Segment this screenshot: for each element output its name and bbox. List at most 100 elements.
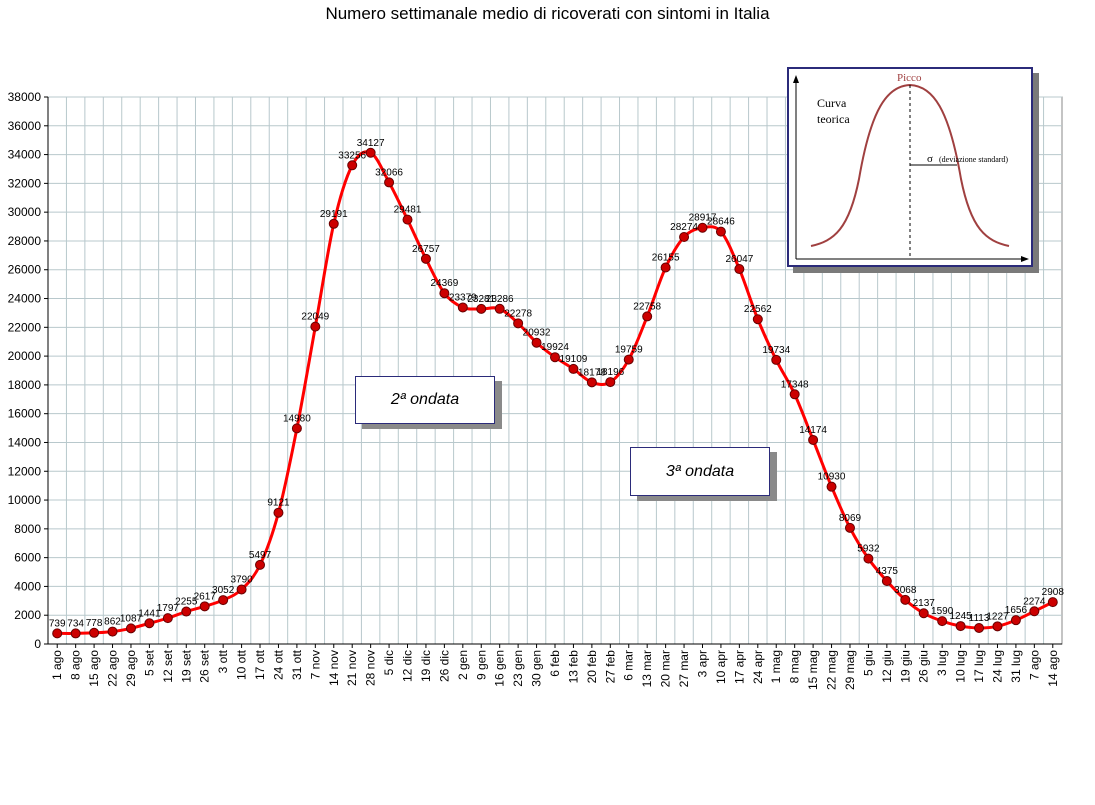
x-tick-label: 3 lug xyxy=(935,650,949,676)
data-label: 2255 xyxy=(175,597,198,608)
y-tick-label: 14000 xyxy=(8,435,42,449)
sigma-symbol: σ xyxy=(927,153,933,165)
x-tick-label: 27 mar xyxy=(677,650,691,687)
x-tick-label: 27 feb xyxy=(603,650,617,684)
x-tick-label: 20 feb xyxy=(585,650,599,684)
data-point xyxy=(236,584,247,595)
x-tick-label: 22 ago xyxy=(106,650,120,687)
y-tick-label: 38000 xyxy=(8,90,42,104)
data-point xyxy=(863,553,874,564)
y-tick-label: 0 xyxy=(34,637,41,651)
data-point xyxy=(679,232,690,243)
x-tick-label: 12 set xyxy=(161,649,175,682)
x-tick-label: 8 ago xyxy=(69,650,83,680)
data-point xyxy=(365,147,376,158)
data-label: 2617 xyxy=(194,591,217,602)
x-tick-label: 17 lug xyxy=(972,650,986,683)
data-point xyxy=(199,601,210,612)
data-point xyxy=(568,363,579,374)
x-tick-label: 13 mar xyxy=(640,650,654,687)
data-point xyxy=(125,623,136,634)
data-label: 34127 xyxy=(357,138,385,149)
wave3-annotation: 3ª ondata xyxy=(630,447,770,496)
data-label: 1087 xyxy=(120,613,143,624)
data-label: 1227 xyxy=(986,611,1009,622)
data-point xyxy=(494,303,505,314)
data-label: 22278 xyxy=(504,308,532,319)
data-point xyxy=(752,314,763,325)
x-tick-label: 16 gen xyxy=(493,650,507,687)
y-tick-label: 24000 xyxy=(8,292,42,306)
wave2-label: 2ª ondata xyxy=(390,391,460,408)
data-point xyxy=(623,354,634,365)
y-tick-label: 22000 xyxy=(8,320,42,334)
data-label: 24369 xyxy=(430,278,458,289)
x-tick-label: 10 lug xyxy=(954,650,968,683)
data-point xyxy=(70,628,81,639)
x-tick-label: 3 apr xyxy=(695,650,709,677)
x-axis: 1 ago 8 ago 15 ago 22 ago 29 ago 5 set 12 set 1… xyxy=(48,643,1062,690)
chart-title: Numero settimanale medio di ricoverati c… xyxy=(325,4,770,23)
data-label: 28646 xyxy=(707,217,735,228)
x-tick-label: 2 gen xyxy=(456,650,470,680)
curve-label-line1: Curva xyxy=(817,96,847,110)
data-point xyxy=(273,507,284,518)
x-tick-label: 9 gen xyxy=(474,650,488,680)
data-label: 32066 xyxy=(375,167,403,178)
data-label: 23379 xyxy=(449,292,477,303)
x-tick-label: 12 giu xyxy=(880,650,894,683)
curve-label-line2: teorica xyxy=(817,112,850,126)
inset-y-arrow xyxy=(793,75,799,83)
data-point xyxy=(992,621,1003,632)
data-point xyxy=(715,226,726,237)
data-point xyxy=(439,288,450,299)
x-tick-label: 10 ott xyxy=(235,649,249,680)
x-tick-label: 15 ago xyxy=(87,650,101,687)
x-tick-label: 15 mag xyxy=(806,650,820,690)
data-point xyxy=(789,389,800,400)
x-tick-label: 1 ago xyxy=(50,650,64,680)
data-label: 26155 xyxy=(652,253,680,264)
data-label: 10930 xyxy=(818,472,846,483)
data-label: 2137 xyxy=(913,598,936,609)
data-point xyxy=(937,616,948,627)
x-tick-label: 3 ott xyxy=(216,649,230,673)
x-tick-label: 5 giu xyxy=(861,650,875,676)
data-label: 1797 xyxy=(157,603,180,614)
data-point xyxy=(697,222,708,233)
data-point xyxy=(826,481,837,492)
y-tick-label: 32000 xyxy=(8,176,42,190)
data-label: 14174 xyxy=(799,425,827,436)
x-tick-label: 30 gen xyxy=(530,650,544,687)
data-label: 3068 xyxy=(894,585,917,596)
x-tick-label: 31 ott xyxy=(290,649,304,680)
x-tick-label: 6 feb xyxy=(548,650,562,677)
x-tick-label: 19 giu xyxy=(898,650,912,683)
data-point xyxy=(347,160,358,171)
data-point xyxy=(550,352,560,363)
y-tick-label: 18000 xyxy=(8,378,42,392)
data-point xyxy=(162,613,173,624)
data-label: 8069 xyxy=(839,513,862,524)
data-label: 19109 xyxy=(560,354,588,365)
x-tick-label: 20 mar xyxy=(659,650,673,687)
data-label: 23286 xyxy=(486,294,514,305)
data-label: 33256 xyxy=(338,150,366,161)
data-label: 3790 xyxy=(230,574,253,585)
data-label: 19924 xyxy=(541,342,569,353)
data-point xyxy=(89,627,100,638)
data-label: 739 xyxy=(49,618,66,629)
x-tick-label: 5 set xyxy=(142,649,156,676)
peak-label: Picco xyxy=(897,72,922,84)
data-point xyxy=(255,559,266,570)
data-point xyxy=(955,621,966,632)
sigma-note: (deviazione standard) xyxy=(939,155,1008,164)
data-label: 5497 xyxy=(249,550,272,561)
x-tick-label: 22 mag xyxy=(825,650,839,690)
data-point xyxy=(476,303,487,314)
data-point xyxy=(218,595,229,606)
x-tick-label: 29 ago xyxy=(124,650,138,687)
data-label: 734 xyxy=(67,618,84,629)
x-tick-label: 6 mar xyxy=(622,650,636,681)
x-tick-label: 14 nov xyxy=(327,650,341,686)
